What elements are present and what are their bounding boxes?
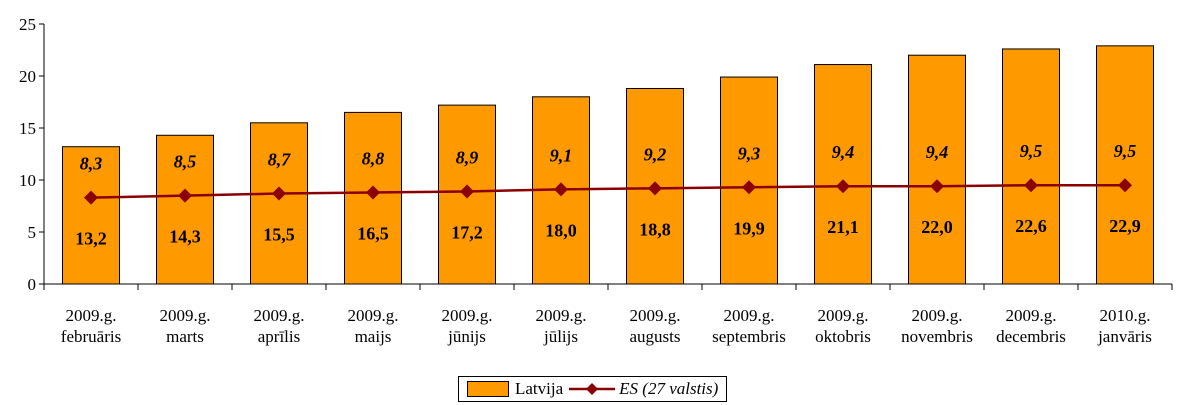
x-tick-label-month: aprīlis <box>258 327 301 346</box>
point-es <box>836 179 850 194</box>
x-tick-label-year: 2009.g. <box>1006 306 1057 325</box>
line-value-label: 8,3 <box>80 154 103 174</box>
bar-latvija <box>62 146 120 285</box>
y-tick-label: 15 <box>19 119 36 138</box>
line-value-label: 9,1 <box>550 145 573 165</box>
line-es <box>90 183 1125 199</box>
x-tick-label-year: 2009.g. <box>254 306 305 325</box>
bar-value-label: 18,0 <box>545 220 577 240</box>
bar-latvija <box>156 134 214 285</box>
point-es <box>366 185 380 200</box>
point-es <box>84 190 98 205</box>
line-value-label: 8,8 <box>362 148 385 168</box>
x-tick-label-year: 2009.g. <box>724 306 775 325</box>
x-tick-label-month: janvāris <box>1097 327 1152 346</box>
bar-value-label: 15,5 <box>263 225 295 245</box>
bar-value-label: 19,9 <box>733 218 765 238</box>
bar-latvija <box>1096 45 1154 285</box>
bar-value-label: 18,8 <box>639 219 671 239</box>
point-es <box>178 188 192 203</box>
legend-swatch-latvija <box>467 381 509 397</box>
x-tick-label-year: 2009.g. <box>348 306 399 325</box>
x-tick-label-year: 2010.g. <box>1100 306 1151 325</box>
y-tick-label: 25 <box>19 15 36 34</box>
point-es <box>1118 178 1132 193</box>
x-tick-label-month: marts <box>166 327 204 346</box>
x-tick-label-year: 2009.g. <box>160 306 211 325</box>
legend-line-es-icon <box>569 383 616 395</box>
x-tick-label-year: 2009.g. <box>66 306 117 325</box>
line-value-label: 9,5 <box>1020 141 1043 161</box>
line-value-label: 8,5 <box>174 152 197 172</box>
line-value-label: 9,2 <box>644 144 667 164</box>
x-tick-label-year: 2009.g. <box>536 306 587 325</box>
legend: Latvija ES (27 valstis) <box>458 376 728 402</box>
point-es <box>272 186 286 201</box>
y-tick-label: 10 <box>19 171 36 190</box>
point-es <box>554 182 568 197</box>
bar-value-label: 17,2 <box>451 222 483 242</box>
x-tick-label-year: 2009.g. <box>912 306 963 325</box>
x-tick-label-month: jūlijs <box>543 327 578 346</box>
line-series <box>84 178 1132 205</box>
x-tick-label-month: februāris <box>61 327 121 346</box>
bar-latvija <box>250 122 308 285</box>
x-tick-label-year: 2009.g. <box>630 306 681 325</box>
bar-value-label: 22,0 <box>921 217 953 237</box>
x-tick-label-month: maijs <box>355 327 392 346</box>
legend-label-latvija: Latvija <box>515 379 564 398</box>
bar-value-label: 22,9 <box>1109 216 1141 236</box>
point-es <box>1024 178 1038 193</box>
bar-latvija <box>814 64 872 285</box>
data-labels: 13,2 14,3 15,5 16,5 17,2 18,0 18,8 19,9 21,1 22,0… <box>75 141 1141 248</box>
point-es <box>742 180 756 195</box>
bar-value-label: 13,2 <box>75 229 107 249</box>
x-tick-label-month: jūnijs <box>447 327 486 346</box>
point-es <box>460 184 474 199</box>
line-value-label: 8,7 <box>268 150 292 170</box>
point-es <box>648 181 662 196</box>
bar-value-label: 22,6 <box>1015 216 1047 236</box>
legend-label-es: ES (27 valstis) <box>619 379 719 398</box>
x-tick-label-month: novembris <box>901 327 973 346</box>
line-value-label: 8,9 <box>456 147 479 167</box>
bar-value-label: 16,5 <box>357 223 389 243</box>
x-tick-label-month: septembris <box>712 327 786 346</box>
y-tick-label: 0 <box>28 275 37 294</box>
y-tick-label: 20 <box>19 67 36 86</box>
bar-latvija <box>1002 48 1060 285</box>
point-es <box>930 179 944 194</box>
line-value-label: 9,3 <box>738 143 761 163</box>
x-tick-label-year: 2009.g. <box>442 306 493 325</box>
axes: 0 5 10 15 20 25 2009.g. februāris 2009.g. marts 20… <box>19 15 1173 346</box>
x-tick-label-month: augusts <box>630 327 681 346</box>
x-tick-label-year: 2009.g. <box>818 306 869 325</box>
line-value-label: 9,5 <box>1114 141 1137 161</box>
line-value-label: 9,4 <box>926 142 949 162</box>
y-tick-label: 5 <box>28 223 37 242</box>
bar-value-label: 21,1 <box>827 217 859 237</box>
bar-value-label: 14,3 <box>169 227 201 247</box>
line-value-label: 9,4 <box>832 142 855 162</box>
bar-latvija <box>908 54 966 285</box>
bars <box>62 45 1154 285</box>
x-tick-label-month: decembris <box>996 327 1066 346</box>
x-tick-label-month: oktobris <box>815 327 871 346</box>
